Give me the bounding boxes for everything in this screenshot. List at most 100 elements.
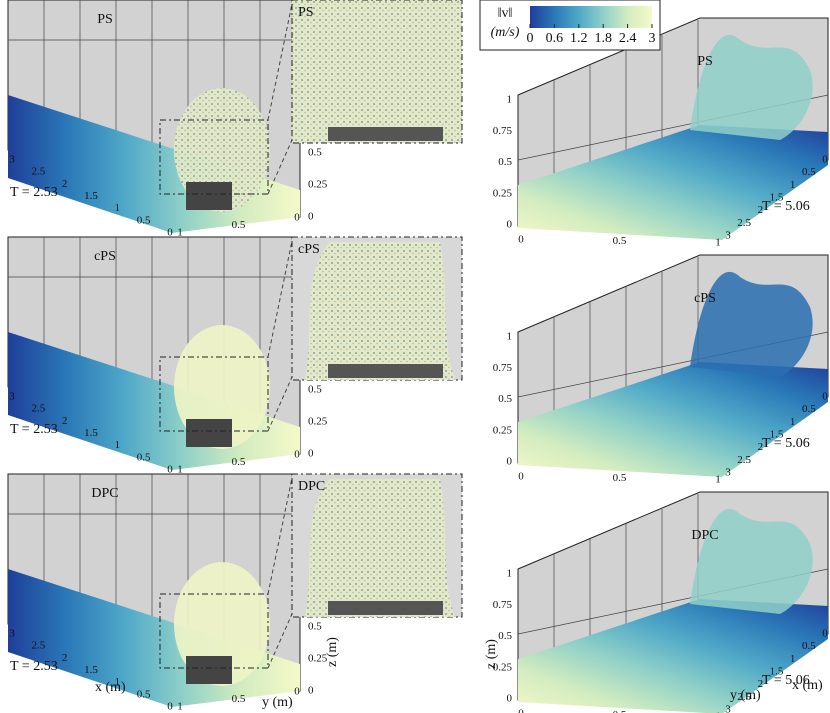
z-tick-label: 0 [507, 456, 513, 468]
y-tick-label: 1 [177, 464, 183, 476]
fluid-slab [518, 599, 828, 713]
x-axis-label: x (m) [95, 680, 126, 695]
y-tick-label: 0 [294, 449, 300, 461]
y-tick-label: 0 [294, 686, 300, 698]
zoom-box [159, 119, 269, 195]
z-tick-label: 0.25 [308, 653, 328, 665]
x-tick-label: 2.5 [31, 403, 45, 415]
y-tick-label: 0.5 [613, 235, 627, 247]
y-tick-label: 1 [715, 237, 721, 249]
time-label: T = 2.53 [10, 659, 58, 674]
method-label: PS [697, 54, 713, 69]
z-tick-label: 0.75 [493, 125, 513, 137]
time-label: T = 5.06 [762, 436, 810, 451]
x-tick-label: 2 [62, 178, 68, 190]
inset-label: cPS [298, 242, 320, 257]
inset [291, 0, 463, 144]
x-tick-label: 1.5 [770, 192, 784, 204]
zoom-link [267, 613, 293, 669]
z-axis-label: z (m) [325, 637, 340, 667]
x-tick-label: 2 [62, 415, 68, 427]
z-tick-label: 0 [308, 211, 314, 223]
y-tick-label: 0.5 [613, 709, 627, 713]
x-tick-label: 0 [822, 391, 828, 403]
zoom-link [267, 139, 293, 195]
x-tick-label: 0 [167, 227, 173, 239]
x-tick-label: 3 [725, 467, 731, 479]
zoom-link [267, 477, 293, 595]
colorbar [530, 6, 652, 28]
y-tick-label: 0 [518, 708, 524, 713]
y-tick-label: 0.5 [613, 472, 627, 484]
z-tick-label: 1 [507, 331, 513, 343]
y-tick-label: 1 [177, 701, 183, 713]
colorbar-tick-label: 0.6 [546, 31, 564, 46]
z-tick-label: 0 [308, 448, 314, 460]
x-tick-label: 1 [115, 439, 121, 451]
y-tick-label: 0.5 [232, 219, 246, 231]
y-tick-label: 0.5 [232, 693, 246, 705]
y-tick-label: 0.5 [232, 456, 246, 468]
axis-labels: x (m) y (m) z (m) z (m) y (m) x (m) [95, 637, 823, 711]
x-tick-label: 1 [790, 179, 796, 191]
x-tick-label: 0 [822, 154, 828, 166]
method-label: DPC [691, 528, 718, 543]
x-tick-label: 1 [790, 416, 796, 428]
method-label: PS [97, 12, 113, 27]
x-tick-label: 0.5 [137, 214, 151, 226]
colorbar-unit: (m/s) [491, 25, 520, 40]
x-tick-label: 1.5 [770, 429, 784, 441]
x-tick-label: 1.5 [84, 427, 98, 439]
inset-label: PS [298, 5, 314, 20]
z-tick-label: 0.25 [493, 424, 513, 436]
zoom-box [159, 593, 269, 669]
x-tick-label: 0.5 [802, 166, 816, 178]
x-tick-label: 3 [9, 154, 15, 166]
inset-label: DPC [298, 479, 325, 494]
z-tick-label: 0.75 [493, 599, 513, 611]
x-tick-label: 0.5 [802, 640, 816, 652]
method-label: DPC [91, 486, 118, 501]
z-tick-label: 0.5 [308, 621, 322, 633]
x-tick-label: 1.5 [84, 664, 98, 676]
x-tick-label: 1 [115, 676, 121, 688]
zoom-link [267, 240, 293, 358]
splash [174, 88, 270, 212]
x-tick-label: 2.5 [737, 454, 751, 466]
inset-obstacle [328, 127, 443, 141]
y-tick-label: 0 [294, 212, 300, 224]
time-label: T = 2.53 [10, 185, 58, 200]
x-tick-label: 0 [167, 464, 173, 476]
z-tick-label: 0.5 [498, 393, 512, 405]
z-tick-label: 0 [507, 219, 513, 231]
colorbar-label: ‖v‖ [498, 6, 513, 21]
time-label: T = 5.06 [762, 673, 810, 688]
z-tick-label: 0.25 [493, 187, 513, 199]
zoom-box [159, 356, 269, 432]
zoom-link [267, 376, 293, 432]
y-tick-label: 1 [715, 474, 721, 486]
inset-obstacle [328, 601, 443, 615]
z-tick-label: 0.25 [308, 179, 328, 191]
time-label: T = 5.06 [762, 199, 810, 214]
colorbar-tick-label: 3 [649, 31, 656, 46]
colorbar-tick-label: 2.4 [619, 31, 637, 46]
x-tick-label: 2 [758, 204, 764, 216]
y-tick-label: 0 [518, 471, 524, 483]
inset-obstacle [328, 364, 443, 378]
x-tick-label: 0.5 [137, 451, 151, 463]
x-axis-label: x (m) [792, 678, 823, 693]
splash [690, 34, 813, 140]
time-label: T = 2.53 [10, 422, 58, 437]
x-tick-label: 2.5 [31, 640, 45, 652]
splash [690, 508, 813, 614]
x-tick-label: 2.5 [737, 217, 751, 229]
z-tick-label: 0.5 [498, 156, 512, 168]
method-label: cPS [94, 249, 116, 264]
x-tick-label: 3 [725, 230, 731, 242]
obstacle [186, 419, 232, 447]
